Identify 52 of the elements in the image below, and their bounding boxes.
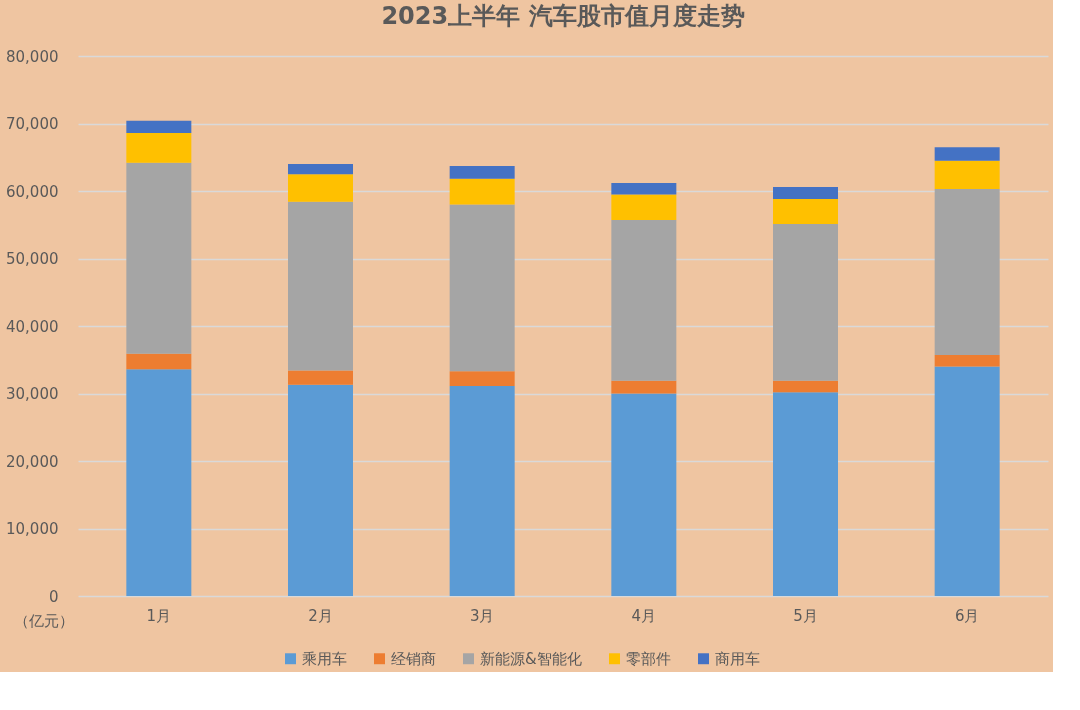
legend-label: 商用车 [715, 649, 760, 668]
y-tick-label: 30,000 [6, 385, 59, 403]
bar [288, 174, 353, 202]
x-tick-label: 1月 [146, 606, 172, 625]
legend-label: 新能源&智能化 [480, 649, 582, 668]
bar [934, 188, 1000, 356]
y-tick-label: 70,000 [6, 115, 59, 133]
bar [449, 166, 515, 179]
bar [611, 220, 677, 381]
bar [449, 204, 515, 372]
legend-label: 经销商 [391, 649, 436, 668]
bar [449, 386, 515, 596]
legend-label: 乘用车 [302, 649, 347, 668]
bar [126, 353, 192, 370]
bar [288, 370, 353, 385]
bar [449, 371, 515, 387]
bar [288, 164, 353, 175]
legend-label: 零部件 [626, 649, 671, 668]
x-tick-label: 5月 [793, 606, 818, 625]
x-tick-label: 6月 [954, 606, 980, 625]
y-tick-label: 50,000 [6, 250, 59, 268]
y-tick-label: 60,000 [6, 182, 59, 201]
chart-title: 2023上半年 汽车股市值月度走势 [381, 2, 745, 30]
y-tick-label: 80,000 [6, 47, 59, 66]
bar [773, 224, 838, 381]
bar [934, 147, 1000, 161]
bar [611, 182, 677, 195]
bar [773, 380, 838, 393]
y-tick-label: 0 [48, 587, 59, 606]
x-tick-label: 4月 [631, 606, 657, 625]
y-axis-title: （亿元） [13, 611, 74, 630]
bar [611, 393, 677, 596]
x-tick-label: 3月 [469, 606, 495, 625]
bar [126, 162, 192, 354]
bar [773, 392, 838, 596]
y-tick-label: 10,000 [6, 520, 59, 538]
bar [449, 178, 515, 205]
y-tick-label: 40,000 [6, 317, 59, 336]
bar [288, 201, 353, 371]
bar [773, 186, 838, 200]
bar [611, 194, 677, 221]
bar [288, 384, 353, 596]
bar [934, 366, 1000, 596]
bar [126, 132, 192, 163]
bar [934, 355, 1000, 367]
bar [611, 380, 677, 394]
x-tick-label: 2月 [308, 606, 333, 625]
bar [126, 369, 192, 596]
bar [773, 199, 838, 225]
bar [126, 120, 192, 133]
y-tick-label: 20,000 [6, 452, 59, 471]
bar [934, 160, 1000, 189]
